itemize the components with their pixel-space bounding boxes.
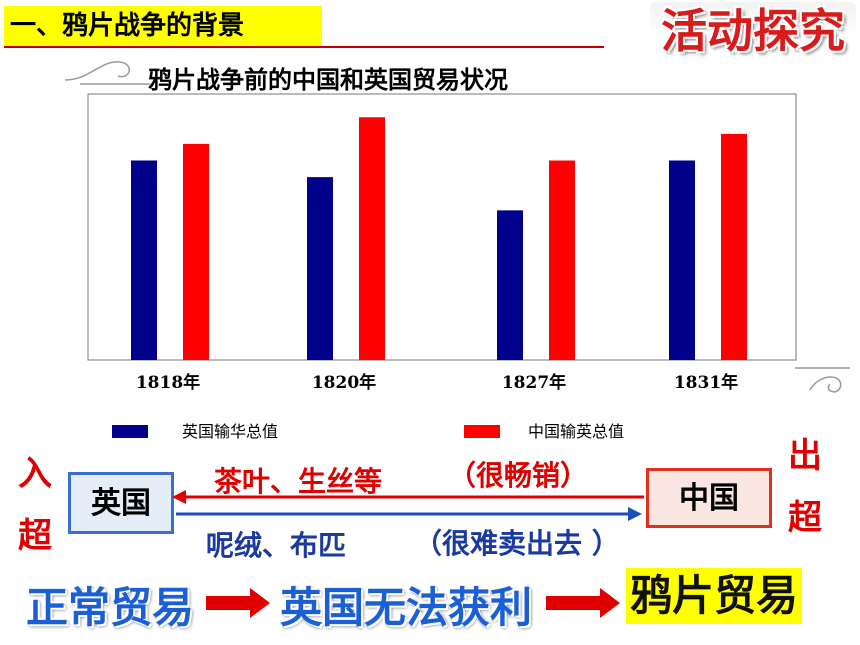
flow-step-opium-trade: 鸦片贸易 xyxy=(626,568,803,624)
decorative-swirl-left xyxy=(64,61,150,85)
import-surplus-char-2: 超 xyxy=(18,516,52,556)
flow-step-normal-trade: 正常贸易 xyxy=(26,583,195,632)
x-tick-labels: 1818年 1820年 1827年 1831年 xyxy=(136,372,738,393)
bar-uk-to-china-1 xyxy=(307,177,333,360)
flow-arrow-1 xyxy=(206,588,270,618)
legend-label-china-to-uk: 中国输英总值 xyxy=(528,422,625,441)
legend-swatch-uk-to-china xyxy=(112,425,148,438)
legend-swatch-china-to-uk xyxy=(464,425,500,438)
x-tick-label-1: 1820年 xyxy=(312,372,376,393)
import-surplus-char-1: 入 xyxy=(18,454,52,494)
decorative-swirl-right xyxy=(795,367,850,393)
bar-uk-to-china-0 xyxy=(131,160,157,360)
uk-to-china-arrowhead xyxy=(628,507,642,521)
trade-arrows xyxy=(172,490,644,521)
bar-uk-to-china-2 xyxy=(497,210,523,360)
section-title: 一、鸦片战争的背景 xyxy=(4,6,322,46)
x-tick-label-2: 1827年 xyxy=(502,372,566,393)
bar-chart: 1818年 1820年 1827年 1831年 xyxy=(87,93,797,393)
chart-title: 鸦片战争前的中国和英国贸易状况 xyxy=(148,66,508,94)
china-to-uk-note: （很畅销） xyxy=(448,459,589,492)
activity-tag: 活动探究 xyxy=(650,2,856,60)
bar-china-to-uk-3 xyxy=(721,133,747,360)
legend-label-uk-to-china: 英国输华总值 xyxy=(182,422,279,441)
bar-uk-to-china-3 xyxy=(669,160,695,360)
export-surplus-char-1: 出 xyxy=(788,436,822,476)
bar-china-to-uk-0 xyxy=(183,143,209,360)
uk-box: 英国 xyxy=(68,472,174,534)
flow-step-uk-no-profit: 英国无法获利 xyxy=(280,583,533,632)
bar-china-to-uk-1 xyxy=(359,117,385,361)
title-underline xyxy=(4,46,604,48)
flow-arrow-2 xyxy=(546,588,620,618)
uk-to-china-note: （很难卖出去 ） xyxy=(414,527,620,560)
uk-to-china-goods: 呢绒、布匹 xyxy=(206,529,347,562)
china-box: 中国 xyxy=(646,468,772,528)
x-tick-label-3: 1831年 xyxy=(674,372,738,393)
bar-china-to-uk-2 xyxy=(549,160,575,360)
x-tick-label-0: 1818年 xyxy=(136,372,200,393)
export-surplus-char-2: 超 xyxy=(788,498,822,538)
china-to-uk-goods: 茶叶、生丝等 xyxy=(214,465,383,498)
china-to-uk-arrowhead xyxy=(172,490,186,504)
bars-group xyxy=(131,117,747,361)
